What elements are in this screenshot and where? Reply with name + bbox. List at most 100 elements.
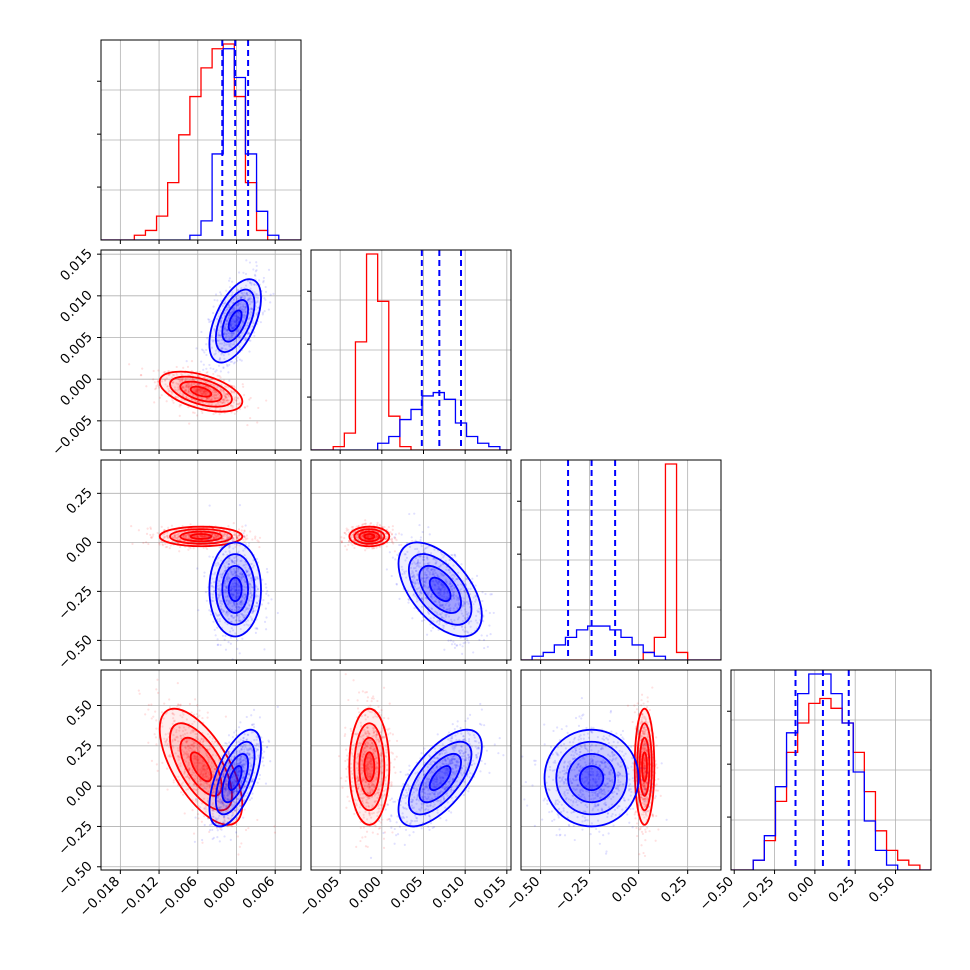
- x-tick-label: 0.015: [471, 874, 510, 913]
- y-tick-label: −0.005: [49, 412, 96, 459]
- blue-contour: [418, 564, 462, 614]
- panel-2-0: −0.50 −0.25 0.00 0.25: [55, 459, 302, 673]
- y-tick-label: −0.25: [55, 583, 96, 624]
- blue-histogram: [521, 625, 721, 660]
- panel-frame: [310, 249, 512, 451]
- blue-contour: [408, 740, 473, 816]
- blue-contour: [208, 728, 262, 828]
- red-contour: [348, 707, 391, 826]
- x-tick-label: −0.005: [296, 874, 343, 921]
- red-histogram: [731, 697, 931, 870]
- y-tick-label: 0.00: [63, 778, 96, 811]
- red-density: [349, 708, 390, 825]
- blue-contour: [418, 752, 462, 804]
- blue-contour: [567, 752, 617, 804]
- x-tick-label: 0.50: [866, 874, 899, 907]
- panel-frame: [100, 249, 302, 451]
- red-histogram: [521, 463, 721, 660]
- blue-contour: [221, 299, 249, 343]
- y-tick-label: 0.50: [63, 697, 96, 730]
- red-density: [180, 737, 222, 796]
- blue-density: [579, 765, 604, 791]
- blue-density: [215, 554, 255, 625]
- red-contour: [638, 736, 651, 797]
- blue-contour: [208, 278, 262, 364]
- blue-density: [408, 741, 472, 815]
- blue-density: [222, 300, 249, 342]
- red-density: [180, 531, 222, 542]
- blue-density: [568, 753, 616, 803]
- blue-density: [556, 741, 627, 815]
- panel-frame: [100, 459, 302, 661]
- red-density: [639, 737, 650, 796]
- y-tick-label: −0.50: [55, 858, 96, 899]
- red-contour: [169, 722, 233, 812]
- y-tick-label: −0.50: [55, 632, 96, 673]
- panel-frame: [520, 669, 722, 871]
- red-contour: [169, 375, 233, 408]
- red-contour: [158, 370, 244, 413]
- red-contour: [158, 525, 244, 548]
- blue-density: [222, 753, 249, 803]
- panel-0-0: [97, 39, 302, 244]
- red-contour: [189, 533, 213, 540]
- blue-contour: [555, 740, 628, 816]
- blue-density: [209, 542, 261, 637]
- blue-density: [209, 279, 261, 363]
- x-tick-label: 0.000: [346, 874, 385, 913]
- red-density: [359, 737, 380, 796]
- red-contour: [189, 385, 213, 398]
- blue-contour: [578, 765, 605, 792]
- blue-scatter: [521, 697, 668, 855]
- blue-contour: [214, 288, 256, 353]
- red-density: [359, 531, 380, 542]
- blue-density: [222, 565, 249, 613]
- red-histogram: [101, 43, 301, 240]
- blue-contour: [227, 765, 243, 792]
- red-histogram: [311, 253, 511, 450]
- y-tick-label: 0.010: [57, 287, 96, 326]
- y-tick-label: 0.000: [57, 371, 96, 410]
- red-density: [364, 534, 375, 539]
- blue-contour: [227, 576, 243, 603]
- red-contour: [179, 736, 223, 797]
- panel-3-2: −0.50 −0.25 0.00 0.25: [503, 669, 722, 914]
- blue-density: [419, 753, 462, 803]
- blue-contour: [428, 765, 452, 792]
- panel-frame: [730, 669, 932, 871]
- red-contour: [363, 751, 376, 783]
- blue-density: [419, 565, 462, 613]
- x-tick-label: 0.25: [825, 874, 858, 907]
- x-tick-label: −0.006: [154, 874, 201, 921]
- panel-3-0: −0.50−0.250.000.250.50−0.018−0.012−0.006…: [55, 669, 302, 921]
- y-tick-label: −0.25: [55, 818, 96, 859]
- x-tick-label: 0.000: [201, 874, 240, 913]
- panel-frame: [100, 39, 302, 241]
- panel-1-1: [307, 249, 512, 454]
- panel-frame: [310, 669, 512, 871]
- blue-density: [215, 289, 255, 353]
- panel-frame: [100, 669, 302, 871]
- blue-histogram: [731, 673, 931, 870]
- blue-density: [544, 729, 639, 827]
- panel-frame: [310, 459, 512, 661]
- x-tick-label: 0.25: [658, 874, 691, 907]
- blue-density: [398, 542, 482, 637]
- panel-frame: [520, 459, 722, 661]
- red-contour: [179, 530, 223, 543]
- blue-histogram: [311, 391, 511, 450]
- panel-3-1: −0.005 0.000 0.005 0.010 0.015: [296, 669, 512, 921]
- red-contour: [169, 528, 233, 545]
- red-density: [364, 752, 375, 782]
- blue-density: [228, 577, 242, 602]
- red-contour: [189, 751, 213, 783]
- red-contour: [633, 707, 656, 826]
- y-tick-label: 0.005: [57, 329, 96, 368]
- blue-contour: [221, 564, 249, 614]
- x-tick-label: 0.00: [609, 874, 642, 907]
- red-contour: [641, 751, 648, 783]
- red-contour: [363, 533, 376, 540]
- blue-density: [228, 310, 242, 332]
- blue-contour: [428, 576, 452, 603]
- red-contour: [358, 736, 381, 797]
